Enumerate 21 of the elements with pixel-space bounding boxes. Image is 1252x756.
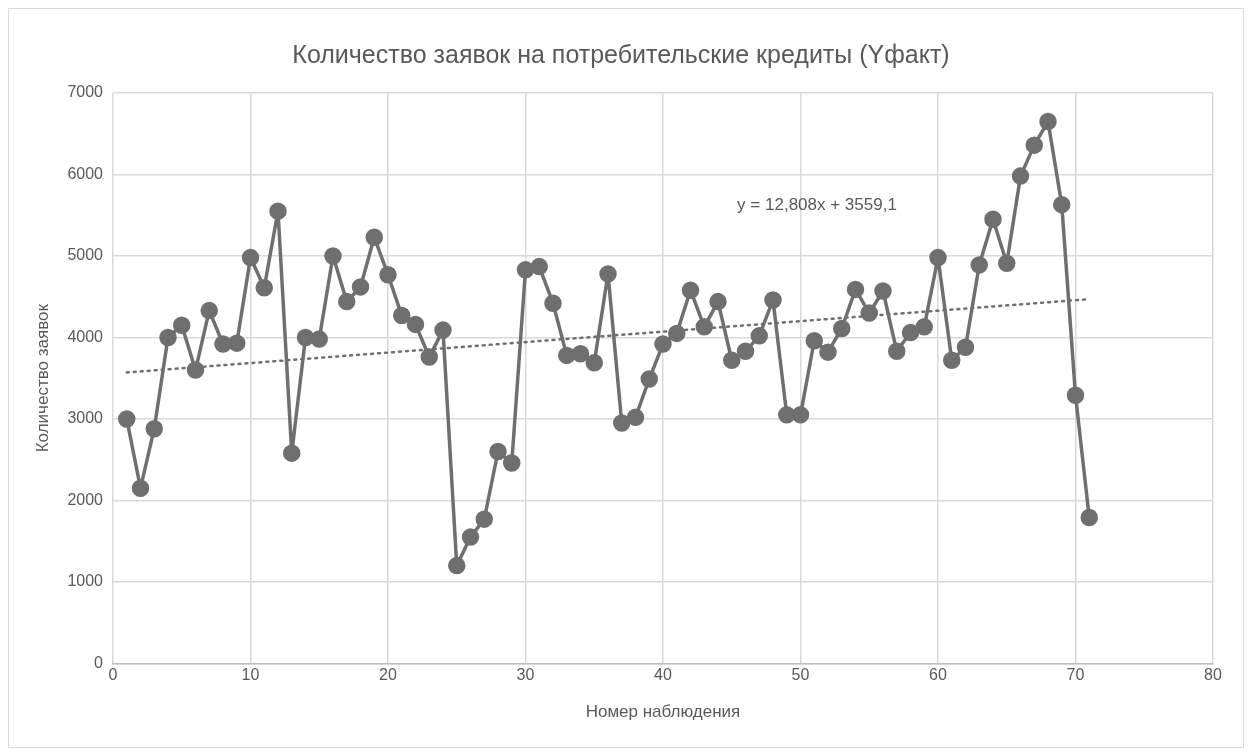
y-tick-label: 7000 [67, 83, 104, 101]
y-tick-label: 6000 [67, 164, 104, 182]
annotation: y = 12,808x + 3559,1 [737, 195, 897, 215]
y-tick-label: 3000 [67, 409, 104, 427]
x-tick-label: 0 [108, 666, 118, 684]
y-tick-label: 1000 [67, 572, 104, 590]
x-tick-label: 50 [791, 666, 810, 684]
x-tick-label: 30 [516, 666, 535, 684]
x-tick-label: 10 [241, 666, 260, 684]
y-tick-label: 2000 [67, 490, 104, 508]
y-tick-label: 5000 [67, 246, 104, 264]
x-tick-label: 70 [1066, 666, 1085, 684]
y-tick-label: 0 [94, 653, 104, 671]
chart-title: Количество заявок на потребительские кредиты (Yфакт) [292, 39, 950, 68]
x-tick-label: 40 [654, 666, 672, 684]
x-tick-label: 80 [1204, 666, 1222, 684]
x-tick-label: 60 [929, 666, 947, 684]
y-tick-label: 4000 [67, 327, 104, 345]
y-axis-title: Количество заявок [32, 303, 52, 453]
x-tick-label: 20 [379, 666, 397, 684]
x-axis-title: Номер наблюдения [585, 702, 741, 722]
